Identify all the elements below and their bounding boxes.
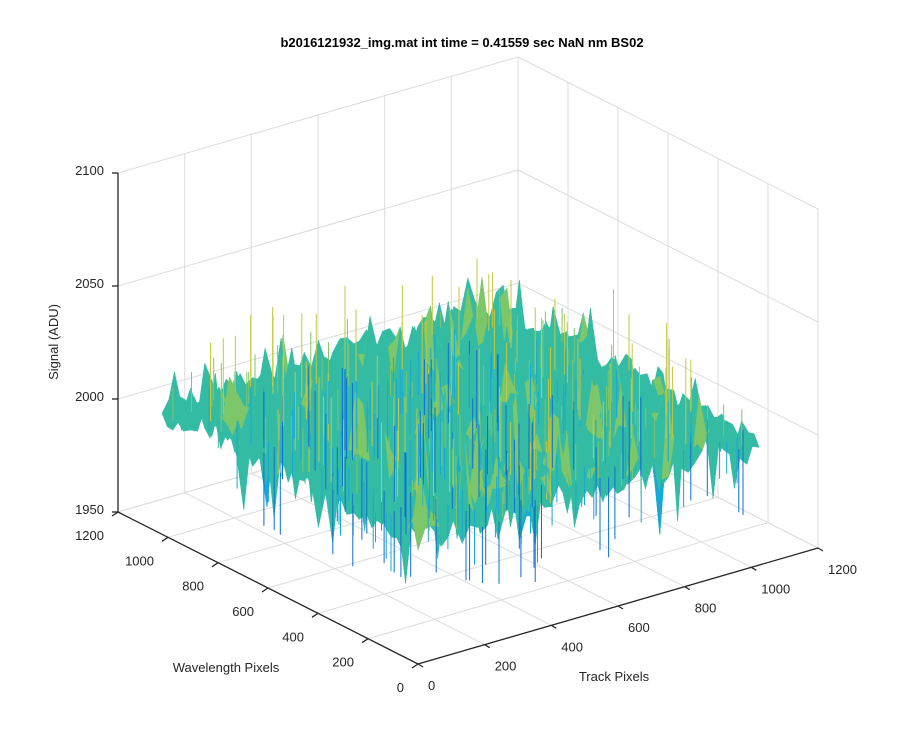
back-wall-grid-z xyxy=(117,169,519,287)
wavelength-tick-label: 400 xyxy=(282,629,304,644)
wavelength-tick-label: 200 xyxy=(332,655,354,670)
track-tick-label: 200 xyxy=(495,659,517,674)
track-tick-label: 1000 xyxy=(761,581,790,596)
wavelength-tick-label: 600 xyxy=(232,604,254,619)
track-axis-label: Track Pixels xyxy=(579,669,650,684)
track-tick-label: 800 xyxy=(695,601,717,616)
chart-title: b2016121932_img.mat int time = 0.41559 s… xyxy=(280,35,643,50)
wavelength-tick-mark xyxy=(211,562,219,568)
track-tick-mark xyxy=(417,663,424,668)
track-tick-label: 1200 xyxy=(828,562,857,577)
track-tick-mark xyxy=(484,644,491,649)
wavelength-tick-mark xyxy=(361,638,369,644)
signal-tick-label: 2100 xyxy=(75,163,104,178)
signal-tick-label: 2050 xyxy=(75,276,104,291)
axes xyxy=(111,172,824,669)
floor-grid-y xyxy=(367,522,769,640)
wavelength-tick-mark xyxy=(261,587,269,593)
side-wall-grid-z xyxy=(517,169,819,323)
floor-grid-y xyxy=(317,496,719,614)
wavelength-tick-mark xyxy=(411,663,419,669)
track-tick-mark xyxy=(617,605,624,610)
wavelength-axis-label: Wavelength Pixels xyxy=(173,660,280,675)
surface-data xyxy=(161,258,760,584)
signal-axis-label: Signal (ADU) xyxy=(46,304,61,380)
back-wall-grid-z xyxy=(117,56,519,174)
wavelength-tick-mark xyxy=(161,536,169,542)
track-tick-mark xyxy=(684,586,691,591)
track-tick-label: 600 xyxy=(628,620,650,635)
side-wall-grid-z xyxy=(517,56,819,210)
tick-labels: 0 200 400 600 800 1000 1200 0 200 400 600 800 1000 12… xyxy=(75,163,857,695)
track-tick-mark xyxy=(750,566,757,571)
track-tick-label: 400 xyxy=(561,639,583,654)
wavelength-tick-label: 1000 xyxy=(125,553,154,568)
track-tick-label: 0 xyxy=(428,678,435,693)
signal-tick-label: 2000 xyxy=(75,389,104,404)
side-wall-grid-z xyxy=(517,282,819,436)
wavelength-tick-mark xyxy=(111,511,119,517)
track-tick-mark xyxy=(550,624,557,629)
signal-tick-label: 1950 xyxy=(75,502,104,517)
wavelength-tick-mark xyxy=(311,612,319,618)
wavelength-tick-label: 1200 xyxy=(75,528,104,543)
wavelength-tick-label: 0 xyxy=(397,680,404,695)
track-tick-mark xyxy=(817,547,824,552)
wavelength-tick-label: 800 xyxy=(182,579,204,594)
